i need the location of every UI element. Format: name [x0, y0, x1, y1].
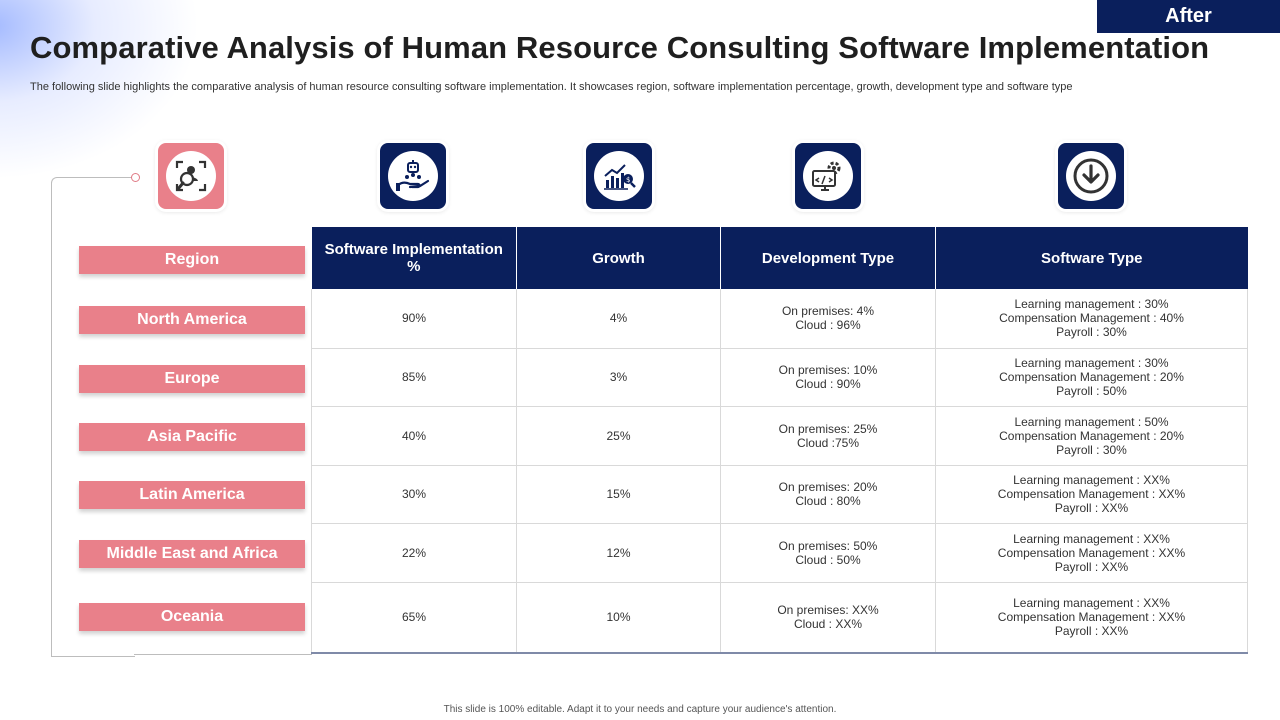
connector-line-bottom: [134, 654, 312, 655]
column-header-development-type: Development Type: [720, 227, 936, 289]
implementation-cell: 40%: [311, 406, 517, 466]
region-header-label: Region: [79, 246, 305, 274]
table-row: 85% 3% On premises: 10% Cloud : 90% Learn…: [311, 348, 1248, 407]
growth-chart-icon: $: [604, 164, 636, 190]
software-type-cell: Learning management : XX% Compensation Ma…: [935, 582, 1248, 654]
page-subtitle: The following slide highlights the compa…: [30, 81, 1073, 93]
development-type-cell: On premises: 20% Cloud : 80%: [720, 465, 936, 524]
development-type-cell: On premises: 4% Cloud : 96%: [720, 289, 936, 349]
column-header-software-type: Software Type: [935, 227, 1248, 289]
connector-line: [51, 177, 135, 657]
hand-robot-icon-box: [380, 143, 446, 209]
development-type-cell: On premises: 10% Cloud : 90%: [720, 348, 936, 407]
monitor-code-gear-icon-box: [795, 143, 861, 209]
region-label-latin-america: Latin America: [79, 481, 305, 509]
software-type-cell: Learning management : 30% Compensation Ma…: [935, 348, 1248, 407]
development-type-cell: On premises: XX% Cloud : XX%: [720, 582, 936, 654]
download-circle-icon-box: [1058, 143, 1124, 209]
table-row: 22% 12% On premises: 50% Cloud : 50% Lear…: [311, 523, 1248, 583]
table-row: 90% 4% On premises: 4% Cloud : 96% Learni…: [311, 289, 1248, 349]
growth-chart-icon-box: $: [586, 143, 652, 209]
implementation-cell: 65%: [311, 582, 517, 654]
region-label-middle-east-africa: Middle East and Africa: [79, 540, 305, 568]
development-type-cell: On premises: 50% Cloud : 50%: [720, 523, 936, 583]
region-label-asia-pacific: Asia Pacific: [79, 423, 305, 451]
software-type-cell: Learning management : XX% Compensation Ma…: [935, 465, 1248, 524]
region-label-oceania: Oceania: [79, 603, 305, 631]
hand-robot-icon: [396, 160, 430, 191]
implementation-cell: 22%: [311, 523, 517, 583]
table-row: 65% 10% On premises: XX% Cloud : XX% Lear…: [311, 582, 1248, 654]
software-type-cell: Learning management : 30% Compensation Ma…: [935, 289, 1248, 349]
after-tag: After: [1097, 0, 1280, 33]
region-label-europe: Europe: [79, 365, 305, 393]
software-type-cell: Learning management : 50% Compensation Ma…: [935, 406, 1248, 466]
comparison-table: Software Implementation % Growth Develop…: [311, 227, 1248, 654]
monitor-code-gear-icon: [812, 161, 841, 191]
development-type-cell: On premises: 25% Cloud :75%: [720, 406, 936, 466]
table-row: 30% 15% On premises: 20% Cloud : 80% Lear…: [311, 465, 1248, 524]
growth-cell: 4%: [516, 289, 721, 349]
table-row: 40% 25% On premises: 25% Cloud :75% Learn…: [311, 406, 1248, 466]
table-header-row: Software Implementation % Growth Develop…: [311, 227, 1248, 289]
recruit-search-icon-box: [158, 143, 224, 209]
growth-cell: 10%: [516, 582, 721, 654]
growth-cell: 25%: [516, 406, 721, 466]
growth-cell: 15%: [516, 465, 721, 524]
connector-dot: [131, 173, 140, 182]
software-type-cell: Learning management : XX% Compensation Ma…: [935, 523, 1248, 583]
footer-note: This slide is 100% editable. Adapt it to…: [443, 704, 837, 715]
svg-text:$: $: [626, 176, 630, 184]
region-label-north-america: North America: [79, 306, 305, 334]
implementation-cell: 90%: [311, 289, 517, 349]
download-circle-icon: [1073, 158, 1109, 194]
recruit-search-icon: [175, 160, 207, 192]
implementation-cell: 30%: [311, 465, 517, 524]
implementation-cell: 85%: [311, 348, 517, 407]
growth-cell: 3%: [516, 348, 721, 407]
column-header-growth: Growth: [516, 227, 721, 289]
page-title: Comparative Analysis of Human Resource C…: [30, 30, 1210, 65]
column-header-implementation: Software Implementation %: [311, 227, 517, 289]
growth-cell: 12%: [516, 523, 721, 583]
